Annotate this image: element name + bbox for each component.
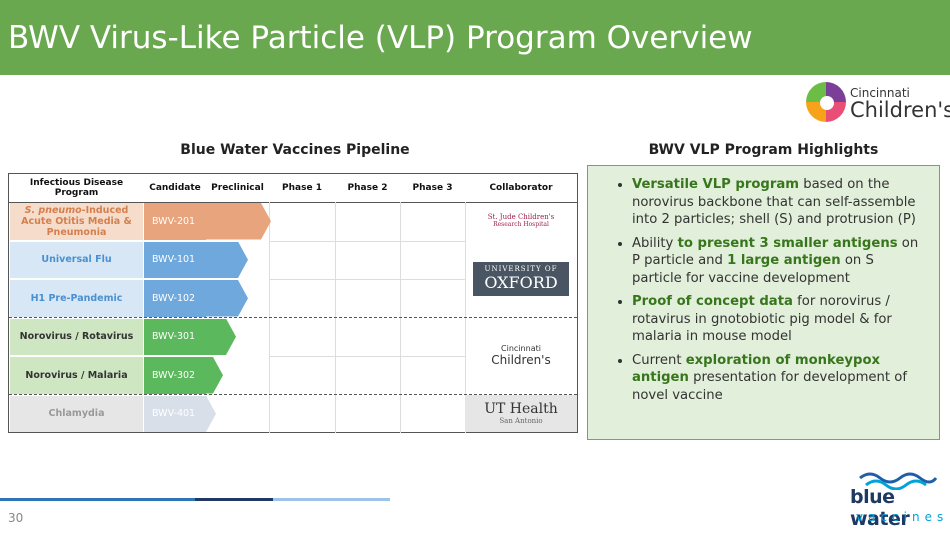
progress-arrow — [206, 357, 223, 394]
program-cell: H1 Pre-Pandemic — [10, 280, 143, 317]
pipeline-heading: Blue Water Vaccines Pipeline — [180, 142, 410, 158]
column-divider — [335, 202, 336, 433]
footer-rule — [0, 498, 390, 501]
bullet-text: Ability — [632, 235, 678, 251]
candidate-cell: BWV-101 — [144, 241, 206, 278]
logo-text: Children's — [850, 98, 950, 122]
logo-text: Cincinnati — [850, 86, 910, 100]
program-text: H1 Pre-Pandemic — [30, 292, 123, 304]
collaborator-logo: UT Health San Antonio — [473, 397, 569, 431]
collaborator-band — [465, 394, 577, 432]
column-header: Collaborator — [489, 183, 553, 193]
group-divider — [9, 393, 577, 395]
bullet-text: exploration of monkeypox antigen — [632, 352, 881, 386]
header-rule — [9, 202, 577, 203]
program-cell: Norovirus / Malaria — [10, 357, 143, 394]
collaborator-text: San Antonio — [499, 416, 543, 425]
candidate-cell: BWV-401 — [144, 395, 206, 432]
collaborator-text: St. Jude Children's — [487, 213, 555, 222]
wave-icon — [859, 472, 938, 490]
bullet-text: for norovirus / rotavirus in gnotobiotic… — [632, 294, 892, 344]
progress-arrow — [206, 396, 216, 433]
program-cell: Universal Flu — [10, 241, 143, 278]
bullet: Proof of concept data for norovirus / ro… — [632, 293, 925, 346]
program-name: Universal Flu — [41, 254, 111, 265]
collaborator-logo: St. Jude Children's Research Hospital — [473, 204, 569, 238]
column-divider — [400, 202, 401, 433]
progress-arrow — [206, 203, 271, 240]
collaborator-logo: Cincinnati Children's — [473, 339, 569, 373]
row-rule — [269, 279, 465, 280]
bullet-text: Versatile VLP program — [632, 177, 800, 192]
program-text: Universal Flu — [41, 254, 112, 266]
bullet: Current exploration of monkeypox antigen… — [632, 352, 925, 405]
bullet-text: on S particle for vaccine development — [632, 253, 874, 286]
progress-arrow — [206, 280, 248, 317]
program-name: Norovirus / Malaria — [25, 370, 127, 381]
program-name: Norovirus / Rotavirus — [20, 331, 134, 342]
highlights-box: Versatile VLP program based on the norov… — [587, 165, 940, 440]
program-text: Norovirus / Malaria — [25, 369, 128, 381]
collaborator-text: UT Health — [484, 401, 558, 418]
program-text: Chlamydia — [48, 408, 105, 420]
page-number: 30 — [8, 511, 24, 525]
program-cell: Chlamydia — [10, 395, 143, 432]
bullet-text: to present 3 smaller antigens — [677, 235, 898, 251]
program-text: -Induced Acute Otitis Media & Pneumonia — [21, 204, 132, 238]
collaborator-logo: UNIVERSITY OF OXFORD — [473, 262, 569, 296]
program-name: Chlamydia — [49, 408, 105, 419]
bullet-text: on P particle and — [632, 235, 919, 269]
bullet-list: Versatile VLP program based on the norov… — [614, 176, 925, 404]
program-text: Norovirus / Rotavirus — [19, 331, 134, 343]
row-rule — [269, 240, 465, 242]
column-header: Preclinical — [211, 183, 264, 193]
program-cell: Norovirus / Rotavirus — [10, 318, 143, 355]
bullet-text: Proof of concept data — [632, 294, 793, 309]
column-header: Phase 1 — [282, 183, 322, 193]
bullet-text: 1 large antigen — [727, 253, 841, 268]
collaborator-text: Cincinnati — [501, 344, 541, 353]
program-text: S. pneumo — [24, 204, 82, 216]
program-name: H1 Pre-Pandemic — [31, 293, 123, 304]
footer-logo-subtext: vaccines — [856, 510, 949, 524]
logo-icon-center — [820, 96, 834, 110]
candidate-cell: BWV-102 — [144, 280, 206, 317]
bullet-text: based on the norovirus backbone that can… — [632, 177, 916, 227]
bullet: Ability to present 3 smaller antigens on… — [632, 235, 925, 288]
column-header: Phase 3 — [412, 183, 453, 193]
bullet: Versatile VLP program based on the norov… — [632, 176, 925, 229]
header-bar — [0, 0, 950, 75]
pipeline-table: Infectious Disease Program Candidate Precl… — [8, 173, 578, 433]
collaborator-text: Research Hospital — [493, 220, 549, 228]
bullet-text: presentation for development of novel va… — [632, 370, 907, 403]
bullet-text: Current — [632, 352, 686, 368]
column-header: Infectious Disease Program — [29, 178, 124, 198]
candidate-cell: BWV-201 — [144, 203, 206, 240]
program-cell: S. pneumo-Induced Acute Otitis Media & P… — [10, 203, 143, 240]
footer-logo-text: blue water — [850, 486, 910, 530]
collaborator-text: OXFORD — [484, 273, 558, 293]
column-divider — [465, 202, 466, 433]
highlights-heading: BWV VLP Program Highlights — [648, 142, 879, 158]
title: BWV Virus-Like Particle (VLP) Program Ov… — [8, 20, 753, 56]
progress-arrow — [206, 319, 236, 356]
column-header: Phase 2 — [347, 183, 388, 193]
candidate-cell: BWV-302 — [144, 357, 206, 394]
candidate-cell: BWV-301 — [144, 318, 206, 355]
program-name: S. pneumo-Induced Acute Otitis Media & P… — [10, 205, 143, 238]
column-divider — [269, 202, 270, 433]
collaborator-text: Children's — [491, 352, 551, 367]
collaborator-text: UNIVERSITY OF — [484, 265, 558, 274]
row-rule — [269, 356, 465, 357]
group-divider — [9, 316, 577, 318]
column-header: Candidate — [149, 183, 201, 193]
progress-arrow — [206, 242, 248, 279]
